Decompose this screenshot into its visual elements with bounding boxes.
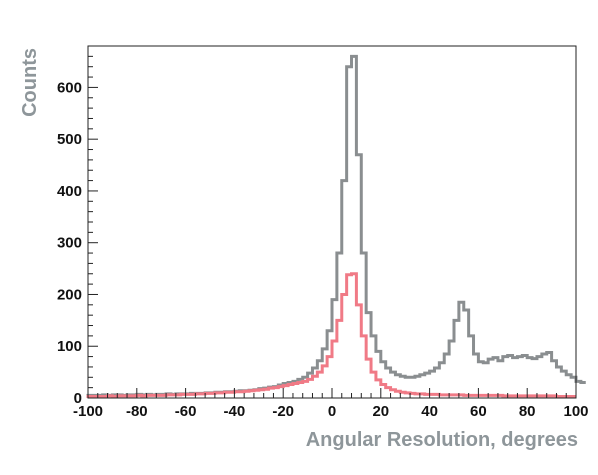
- y-tick-label: 200: [57, 286, 82, 303]
- histogram-series-1: [86, 54, 586, 398]
- tick-layer: -100 -80 -60 -40 -20 0 20 40 60 80 100 0 100 200 300 40…: [57, 45, 589, 420]
- x-tick-label: -20: [272, 403, 294, 420]
- x-tick-label: 40: [421, 403, 438, 420]
- x-tick-label: 20: [372, 403, 389, 420]
- histogram-series-2: [86, 272, 576, 398]
- x-tick-label: -80: [126, 403, 148, 420]
- x-tick-label: -100: [73, 403, 103, 420]
- y-tick-label: 500: [57, 131, 82, 148]
- x-tick-label: 100: [563, 403, 588, 420]
- x-axis-title: Angular Resolution, degrees: [306, 429, 578, 451]
- x-tick-label: 0: [328, 403, 336, 420]
- y-tick-label: 400: [57, 183, 82, 200]
- y-tick-label: 600: [57, 79, 82, 96]
- series-layer: [86, 54, 586, 398]
- y-axis-title: Counts: [19, 48, 41, 117]
- x-tick-label: -60: [175, 403, 197, 420]
- y-tick-label: 100: [57, 338, 82, 355]
- x-tick-label: -40: [224, 403, 246, 420]
- y-tick-label: 0: [74, 390, 82, 407]
- y-tick-label: 300: [57, 235, 82, 252]
- x-tick-label: 80: [519, 403, 536, 420]
- x-tick-label: 60: [470, 403, 487, 420]
